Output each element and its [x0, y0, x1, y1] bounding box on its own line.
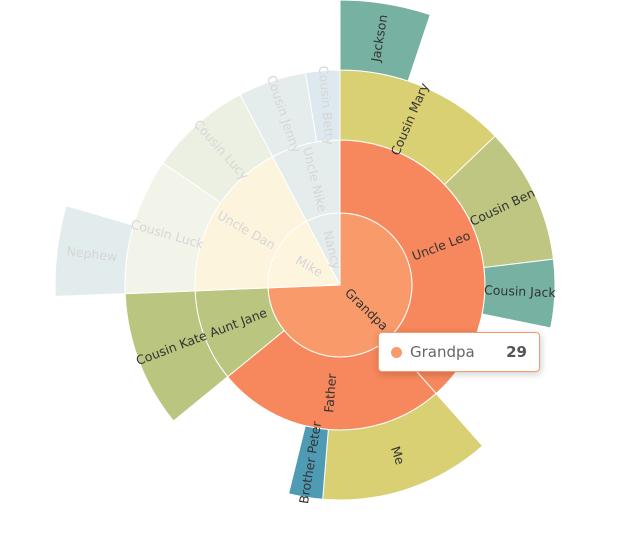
arc-label: Me — [388, 444, 408, 467]
arc-label: Nephew — [66, 243, 118, 264]
tooltip: Grandpa 29 — [378, 332, 540, 372]
tooltip-value: 29 — [506, 343, 527, 361]
tooltip-name: Grandpa — [410, 343, 475, 361]
tooltip-dot — [391, 346, 402, 358]
sunburst-arc — [287, 425, 329, 500]
sunburst-arc — [304, 69, 341, 143]
sunburst-arc — [54, 205, 135, 297]
sunburst-arc — [481, 258, 556, 329]
arc-label: Cousin Jack — [484, 282, 557, 300]
sunburst-arc — [339, 0, 431, 82]
arc-label: Cousin Betty — [316, 65, 337, 146]
arc-label: Father — [321, 372, 339, 413]
